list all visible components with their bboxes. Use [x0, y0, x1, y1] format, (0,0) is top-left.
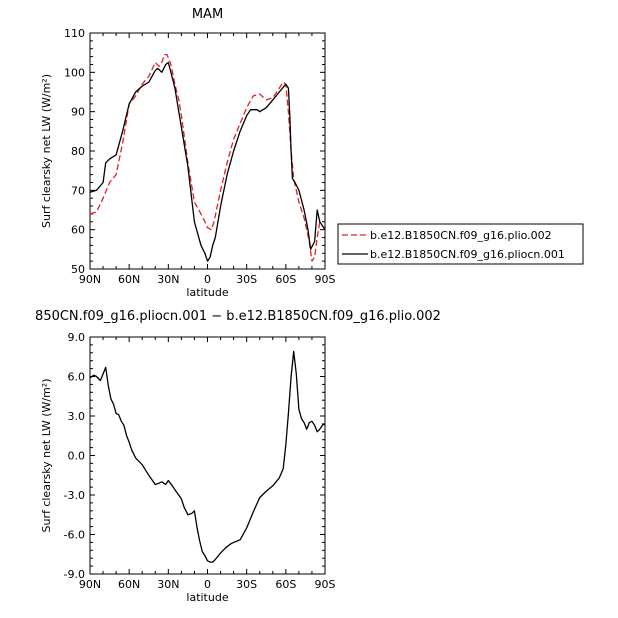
top-x-tick-label: 60S: [275, 273, 296, 286]
top-y-tick-label: 110: [64, 27, 85, 40]
bottom-y-tick-label: -9.0: [64, 568, 85, 581]
bottom-x-tick-label: 90N: [79, 578, 101, 591]
bottom-chart-title: 850CN.f09_g16.pliocn.001 − b.e12.B1850CN…: [35, 309, 441, 324]
top-chart-title: MAM: [192, 7, 223, 22]
top-x-tick-label: 30N: [157, 273, 179, 286]
top-y-tick-label: 80: [71, 145, 85, 158]
bottom-x-tick-label: 30N: [157, 578, 179, 591]
top-y-tick-label: 100: [64, 66, 85, 79]
bottom-y-tick-label: 9.0: [68, 331, 86, 344]
bottom-x-tick-label: 90S: [315, 578, 336, 591]
legend: b.e12.B1850CN.f09_g16.plio.002 b.e12.B18…: [337, 223, 584, 265]
top-x-tick-label: 30S: [236, 273, 257, 286]
top-y-tick-label: 60: [71, 224, 85, 237]
bottom-x-axis-label: latitude: [186, 591, 228, 604]
bottom-plot-frame: [89, 336, 326, 575]
top-x-tick-label: 60N: [118, 273, 140, 286]
legend-label-plio: b.e12.B1850CN.f09_g16.plio.002: [370, 229, 552, 242]
bottom-x-tick-label: 30S: [236, 578, 257, 591]
bottom-x-tick-label: 60N: [118, 578, 140, 591]
top-y-tick-label: 50: [71, 263, 85, 276]
top-series-line-0: [89, 53, 326, 262]
top-y-tick-label: 90: [71, 106, 85, 119]
bottom-y-tick-label: 6.0: [68, 371, 86, 384]
legend-label-pliocn: b.e12.B1850CN.f09_g16.pliocn.001: [370, 248, 565, 261]
top-x-tick-label: 90S: [315, 273, 336, 286]
bottom-y-axis-label: Surf clearsky net LW (W/m²): [40, 378, 53, 532]
bottom-x-tick-label: 60S: [275, 578, 296, 591]
top-series-line-1: [89, 61, 326, 262]
top-panel: MAM latitude Surf clearsky net LW (W/m²)…: [40, 7, 336, 299]
bottom-y-tick-label: 0.0: [68, 450, 86, 463]
bottom-panel: 850CN.f09_g16.pliocn.001 − b.e12.B1850CN…: [35, 309, 441, 604]
top-x-tick-label: 0: [204, 273, 211, 286]
bottom-y-tick-label: -3.0: [64, 489, 85, 502]
top-x-tick-label: 90N: [79, 273, 101, 286]
bottom-series-line-0: [89, 350, 326, 563]
top-y-tick-label: 70: [71, 184, 85, 197]
legend-box: [337, 223, 584, 265]
bottom-x-tick-label: 0: [204, 578, 211, 591]
bottom-y-tick-label: -6.0: [64, 529, 85, 542]
top-plot-frame: [89, 32, 326, 270]
top-x-axis-label: latitude: [186, 286, 228, 299]
bottom-y-tick-label: 3.0: [68, 410, 86, 423]
top-y-axis-label: Surf clearsky net LW (W/m²): [40, 74, 53, 228]
